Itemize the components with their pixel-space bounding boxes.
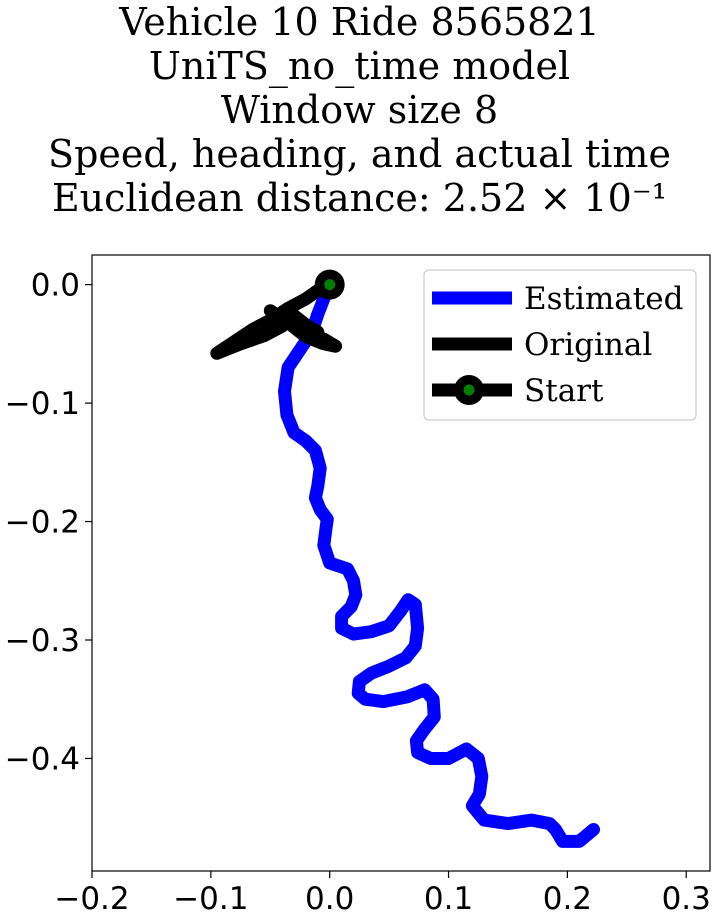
title-line-3: Window size 8 (220, 88, 499, 132)
start-marker-inner (324, 279, 336, 291)
title-line-5: Euclidean distance: 2.52 × 10⁻¹ (51, 176, 668, 220)
title-line-2: UniTS_no_time model (148, 44, 571, 88)
x-tick-label: −0.2 (54, 881, 129, 917)
title-line-4: Speed, heading, and actual time (48, 132, 671, 176)
chart-title: Vehicle 10 Ride 8565821 UniTS_no_time mo… (0, 0, 719, 220)
title-line-1: Vehicle 10 Ride 8565821 (119, 0, 600, 44)
y-tick-label: −0.3 (5, 623, 80, 659)
legend-label-original: Original (524, 327, 652, 363)
y-tick-label: −0.1 (5, 386, 80, 422)
x-tick-label: 0.0 (305, 881, 354, 917)
x-tick-label: 0.1 (424, 881, 473, 917)
x-tick-label: 0.3 (662, 881, 711, 917)
legend-label-start: Start (524, 373, 604, 409)
x-tick-label: 0.2 (543, 881, 592, 917)
legend-start-marker-inner (463, 384, 475, 396)
y-tick-label: −0.2 (5, 505, 80, 541)
x-tick-label: −0.1 (173, 881, 248, 917)
legend-box (423, 269, 697, 421)
series-line-estimated (278, 278, 600, 848)
series-line-original (210, 278, 343, 360)
y-tick-label: −0.4 (5, 741, 80, 777)
legend-label-estimated: Estimated (524, 281, 683, 317)
y-tick-label: 0.0 (31, 268, 80, 304)
